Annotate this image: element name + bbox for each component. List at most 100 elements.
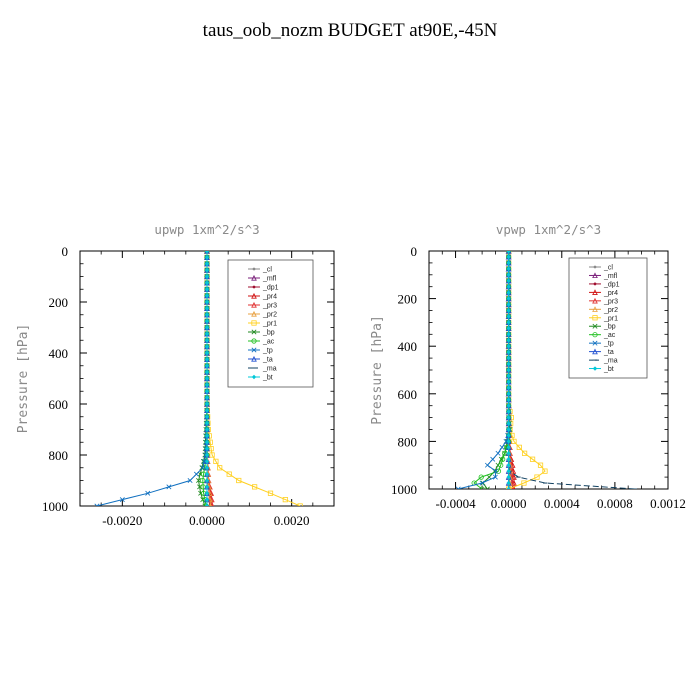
- y-tick-label: 400: [49, 346, 69, 361]
- series-point_bt: [204, 251, 210, 254]
- series-point_bt: [204, 465, 210, 470]
- series-point_bt: [204, 350, 210, 356]
- legend-marker: [592, 340, 598, 346]
- series-point_bt: [506, 308, 511, 313]
- series-point_ac: [478, 474, 484, 480]
- series-point_pr1: [297, 503, 303, 506]
- series-point_tp: [492, 474, 498, 480]
- legend-label: _dp1: [262, 285, 279, 292]
- legend-label: _ac: [603, 332, 616, 339]
- series-point_tp: [187, 478, 193, 483]
- series-point_bt: [204, 382, 210, 388]
- series-line_tp: [96, 251, 208, 506]
- series-point_tp: [201, 458, 207, 464]
- series-point_bt: [204, 357, 210, 362]
- legend-label: _pr3: [262, 303, 277, 310]
- series-point_pr1: [516, 444, 522, 450]
- series-point_pr1: [267, 490, 274, 496]
- series-point_pr1: [209, 452, 215, 458]
- series-point_bt: [204, 280, 210, 286]
- legend-marker: [592, 289, 598, 295]
- legend-marker: [251, 320, 257, 326]
- series-point_pr1: [522, 450, 528, 456]
- series-point_bt: [506, 391, 511, 396]
- series-point_bt: [204, 471, 210, 477]
- series-point_bt: [506, 266, 511, 272]
- series-point_bt: [204, 484, 210, 490]
- x-tick-label: 0.0012: [650, 496, 686, 511]
- series-point_bp: [196, 478, 202, 483]
- legend-marker: [592, 297, 598, 304]
- series-point_ac: [498, 462, 504, 468]
- legend-label: _pr4: [262, 294, 277, 301]
- y-tick-label: 0: [62, 244, 69, 259]
- series-point_bt: [204, 497, 210, 502]
- series-point_bt: [506, 302, 511, 307]
- legend: _cl _mfl _dp1 _pr4 _pr3 _pr2 _pr1 _bp _ac _tp _ta _…: [227, 259, 314, 388]
- series-point_bp: [495, 462, 501, 468]
- series-point_bt: [204, 287, 210, 292]
- series-point_ac: [479, 486, 485, 489]
- legend-marker: [592, 366, 598, 371]
- series-point_bt: [506, 433, 511, 438]
- series-point_bt: [204, 427, 210, 432]
- series-point_bt: [506, 338, 511, 343]
- series-point_bt: [506, 373, 511, 379]
- series-point_bt: [204, 261, 210, 266]
- series-point_bt: [506, 326, 511, 331]
- legend-label: _pr1: [603, 315, 618, 322]
- series-point_bt: [506, 254, 511, 260]
- series-point_bt: [204, 306, 210, 311]
- series-point_bt: [506, 457, 511, 462]
- legend-label: _dp1: [603, 281, 620, 288]
- series-point_pr1: [236, 477, 242, 484]
- series-point_bt: [506, 415, 511, 420]
- series-point_bp: [486, 474, 492, 480]
- series-point_pr1: [537, 462, 544, 468]
- legend-label: _ma: [262, 366, 277, 373]
- series-point_bt: [204, 338, 210, 343]
- series-point_bt: [506, 367, 511, 373]
- upwp-panel: upwp 1xm^2/s^3 0 200 400 600 800 1000 -0.0020 0.…: [16, 222, 335, 528]
- series-point_tp: [479, 480, 485, 486]
- series-point_bt: [506, 284, 511, 289]
- series-point_bt: [506, 468, 511, 474]
- series-point_bt: [506, 320, 511, 325]
- series-point_bt: [506, 251, 511, 254]
- legend-marker: [251, 374, 257, 380]
- legend-marker: [251, 329, 257, 335]
- legend-label: _pr4: [603, 290, 618, 297]
- series-point_pr1: [521, 480, 527, 486]
- legend-marker: [592, 348, 598, 355]
- series-point_bt: [506, 278, 511, 283]
- legend-marker: [592, 272, 598, 279]
- legend-label: _pr3: [603, 298, 618, 305]
- series-point_bt: [204, 255, 210, 260]
- series-point_bt: [506, 344, 511, 349]
- series-point_tp: [200, 465, 206, 471]
- series-point_bt: [204, 478, 210, 483]
- legend-label: _ac: [262, 339, 275, 346]
- series-point_pr1: [217, 465, 223, 471]
- legend-box: [227, 259, 314, 388]
- x-tick-label: -0.0020: [102, 513, 142, 528]
- legend-marker: [593, 265, 597, 269]
- legend-label: _bp: [603, 324, 616, 331]
- x-tick-label: 0.0020: [274, 513, 310, 528]
- legend-label: _mfl: [262, 276, 277, 283]
- series-point_pr3: [509, 474, 516, 480]
- legend-label: _bp: [262, 330, 275, 337]
- series-point_bt: [506, 486, 511, 489]
- series-point_pr1: [213, 458, 219, 464]
- series-point_bt: [204, 433, 210, 439]
- series-point_tp: [495, 450, 501, 456]
- legend-marker: [592, 306, 598, 312]
- series-point_ac: [495, 468, 502, 474]
- x-tick-label: 0.0008: [597, 496, 633, 511]
- legend-marker: [251, 347, 257, 353]
- series-point_bt: [204, 363, 210, 368]
- legend-box: [568, 257, 648, 379]
- y-tick-label: 800: [49, 448, 69, 463]
- series-point_bt: [204, 503, 210, 506]
